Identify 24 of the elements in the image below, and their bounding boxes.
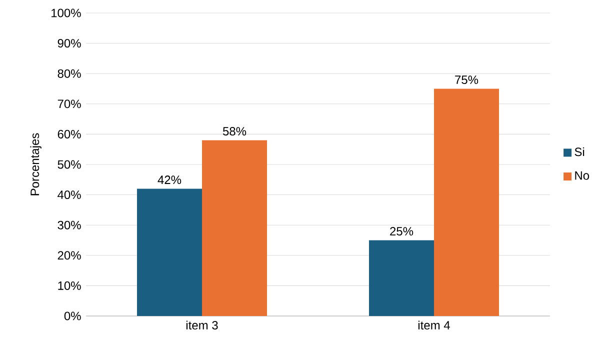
bar: [434, 88, 499, 316]
y-tick-label: 10%: [58, 281, 81, 290]
data-label: 42%: [158, 176, 182, 184]
legend-label: Si: [574, 147, 584, 156]
bar: [202, 140, 268, 316]
y-tick-label: 80%: [58, 69, 81, 78]
y-tick-label: 70%: [58, 100, 81, 108]
y-tick-label: 60%: [58, 130, 81, 138]
y-tick-label: 0%: [64, 312, 81, 320]
bar: [137, 188, 202, 316]
x-tick-label: item 3: [186, 320, 218, 330]
bar: [369, 240, 434, 316]
y-tick-label: 90%: [58, 39, 81, 48]
y-tick-label: 100%: [52, 8, 81, 18]
y-tick-label: 20%: [58, 251, 81, 260]
y-tick-label: 40%: [58, 190, 81, 200]
x-tick-label: item 4: [418, 320, 450, 330]
legend-label: No: [575, 171, 590, 180]
data-label: 58%: [222, 127, 246, 136]
y-tick-label: 30%: [58, 220, 81, 230]
y-tick-label: 50%: [58, 160, 81, 169]
data-label: 25%: [390, 227, 414, 236]
data-label: 75%: [455, 76, 478, 84]
y-axis-title: Porcentajes: [30, 133, 42, 196]
